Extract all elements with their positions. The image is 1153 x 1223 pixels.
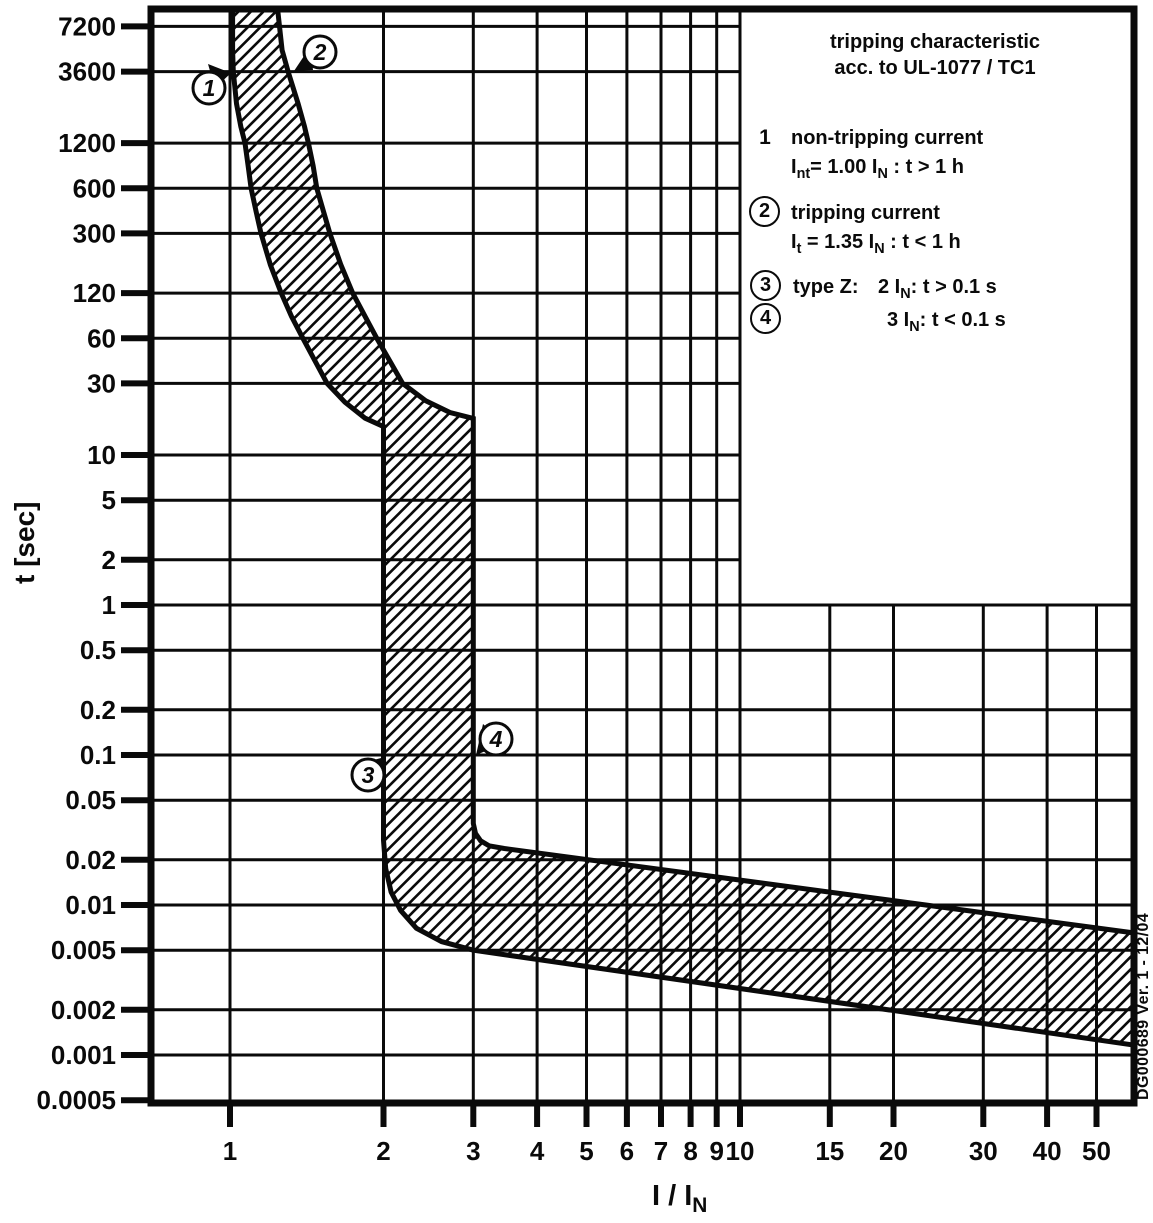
x-axis-title: I / IN (652, 1180, 707, 1216)
curve-markers: 1 2 3 4 (191, 34, 514, 793)
x-tick-label: 8 (683, 1136, 697, 1166)
x-tick-label: 1 (223, 1136, 237, 1166)
legend-item4-circled-number: 4 (750, 303, 781, 334)
x-tick-label: 40 (1033, 1136, 1062, 1166)
formula-part: = 1.00 I (810, 156, 878, 178)
chart-title-line1: tripping characteristic (829, 31, 1041, 53)
chart-title: tripping characteristic acc. to UL-1077 … (759, 29, 1111, 81)
y-tick-label: 0.2 (80, 695, 116, 725)
axis-ticks (121, 23, 1100, 1127)
y-tick-label: 600 (73, 173, 116, 203)
x-tick-label: 9 (709, 1136, 723, 1166)
legend-item1-number: 1 (759, 126, 771, 149)
legend-item4-formula: 3 IN: t < 0.1 s (887, 308, 1006, 335)
tripping-band-lower-curve (230, 9, 1136, 1048)
x-tick-label: 30 (969, 1136, 998, 1166)
x-tick-label: 7 (654, 1136, 668, 1166)
legend-item3-formula: 2 IN: t > 0.1 s (878, 275, 997, 302)
x-tick-label: 5 (579, 1136, 593, 1166)
y-tick-label: 0.01 (65, 890, 116, 920)
x-tick-label: 15 (815, 1136, 844, 1166)
x-tick-label: 4 (530, 1136, 545, 1166)
legend: tripping characteristic acc. to UL-1077 … (741, 9, 1133, 607)
y-tick-label: 0.02 (65, 845, 116, 875)
formula-sub: N (909, 319, 920, 335)
formula-part: I (791, 231, 797, 253)
y-tick-label: 10 (87, 440, 116, 470)
y-tick-label: 0.05 (65, 785, 116, 815)
legend-item3-number: 3 (759, 274, 772, 296)
y-tick-label: 0.1 (80, 740, 116, 770)
x-tick-label: 2 (376, 1136, 390, 1166)
formula-part: I (791, 156, 797, 178)
legend-item2-circled-number: 2 (749, 196, 780, 227)
y-tick-label: 0.002 (51, 995, 116, 1025)
legend-item2-formula: It = 1.35 IN : t < 1 h (791, 230, 961, 257)
legend-item3-circled-number: 3 (750, 270, 781, 301)
marker-4-circle (478, 721, 514, 757)
marker-1-circle (191, 70, 227, 106)
legend-item2-title: tripping current (791, 202, 940, 224)
y-tick-label: 2 (102, 545, 116, 575)
legend-item3-prefix: type Z: (793, 276, 859, 298)
formula-sub: t (796, 241, 802, 257)
x-axis-title-main: I / I (652, 1180, 693, 1212)
x-tick-label: 3 (466, 1136, 480, 1166)
legend-item4-number: 4 (759, 307, 772, 329)
formula-part: : t > 0.1 s (910, 276, 997, 298)
formula-part: : t < 1 h (884, 231, 961, 253)
y-tick-label: 0.0005 (36, 1085, 116, 1115)
marker-4-label: 4 (489, 726, 503, 752)
chart-title-line2: acc. to UL-1077 / TC1 (834, 57, 1036, 79)
x-tick-label: 50 (1082, 1136, 1111, 1166)
x-tick-label: 10 (726, 1136, 755, 1166)
legend-item1-title: non-tripping current (791, 127, 984, 149)
legend-item1-formula: Int= 1.00 IN : t > 1 h (791, 155, 964, 182)
x-tick-label: 20 (879, 1136, 908, 1166)
formula-sub: nt (796, 166, 811, 182)
y-tick-label: 120 (73, 278, 116, 308)
y-tick-label: 60 (87, 323, 116, 353)
formula-part: 2 I (878, 276, 901, 298)
x-tick-label: 6 (620, 1136, 634, 1166)
marker-3-circle (350, 757, 386, 793)
y-tick-label: 30 (87, 368, 116, 398)
legend-item2-number: 2 (758, 200, 771, 222)
y-tick-label: 3600 (58, 57, 116, 87)
x-axis-title-sub: N (692, 1193, 708, 1217)
formula-sub: N (874, 241, 885, 257)
tripping-band (230, 8, 1136, 1048)
formula-sub: N (877, 166, 888, 182)
marker-2-label: 2 (313, 39, 327, 65)
formula-part: : t < 0.1 s (919, 309, 1006, 331)
y-tick-label: 300 (73, 218, 116, 248)
marker-2-circle (302, 34, 338, 70)
formula-part: : t > 1 h (887, 156, 964, 178)
y-tick-label: 0.001 (51, 1040, 116, 1070)
formula-part: = 1.35 I (801, 231, 875, 253)
formula-sub: N (900, 286, 911, 302)
tripping-band-upper-curve (275, 8, 1136, 936)
y-tick-label: 0.005 (51, 935, 116, 965)
y-tick-label: 5 (102, 485, 116, 515)
formula-part: 3 I (887, 309, 910, 331)
marker-1-label: 1 (203, 75, 216, 101)
y-axis-title: t [sec] (9, 501, 40, 584)
y-tick-label: 7200 (58, 11, 116, 41)
document-reference-note: DG000689 Ver. 1 - 12/04 (1135, 912, 1152, 1100)
plot-frame (147, 5, 1138, 1107)
tripping-band-fill (232, 9, 1136, 1046)
axis-tick-labels: 7200360012006003001206030105210.50.20.10… (36, 11, 1110, 1166)
y-tick-label: 0.5 (80, 635, 116, 665)
y-tick-label: 1 (102, 590, 116, 620)
marker-3-label: 3 (362, 762, 375, 788)
y-tick-label: 1200 (58, 128, 116, 158)
